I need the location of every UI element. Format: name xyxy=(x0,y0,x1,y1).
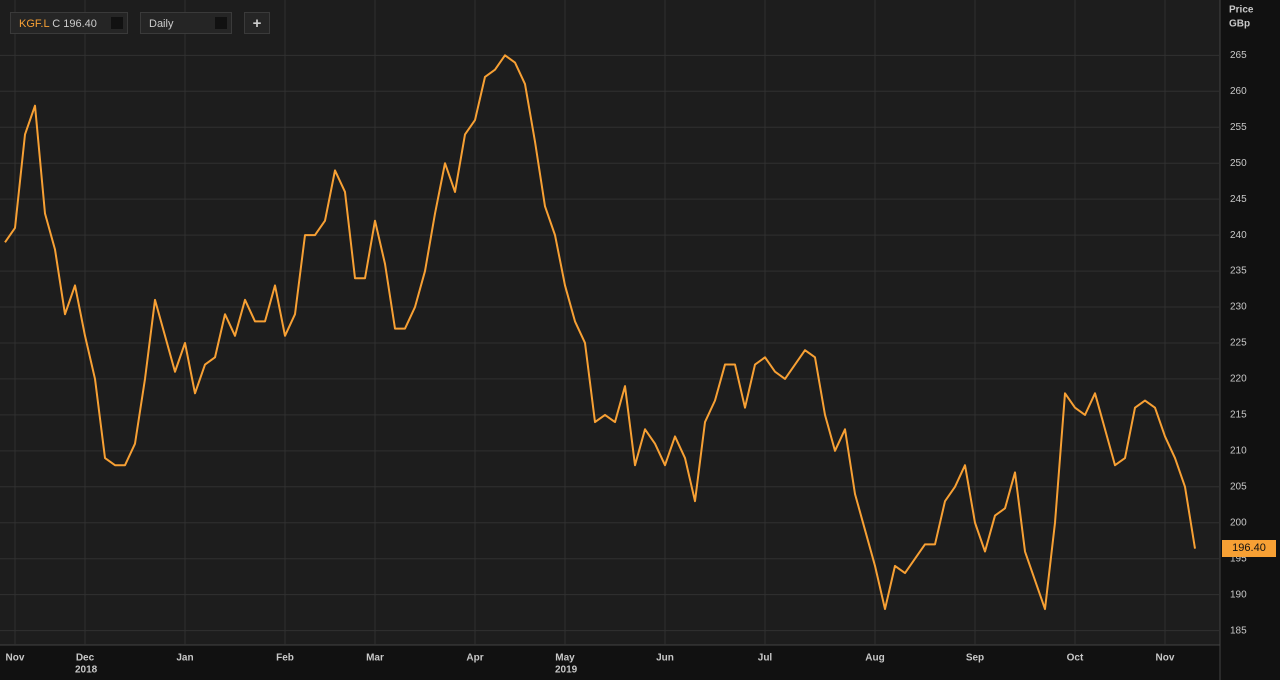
x-tick-label: Nov xyxy=(6,653,25,664)
y-tick-label: 245 xyxy=(1230,194,1247,205)
y-tick-label: 225 xyxy=(1230,338,1247,349)
price-line xyxy=(4,54,1196,611)
x-year-label: 2018 xyxy=(75,665,98,676)
x-tick-label: Oct xyxy=(1067,653,1084,664)
x-tick-label: Aug xyxy=(865,653,884,664)
close-label: C 196.40 xyxy=(52,18,97,30)
symbol-box[interactable]: KGF.L C 196.40 xyxy=(10,12,128,34)
y-tick-label: 230 xyxy=(1230,302,1247,313)
x-tick-label: Feb xyxy=(276,653,294,664)
x-tick-label: Jul xyxy=(758,653,773,664)
dropdown-arrow xyxy=(111,17,123,29)
dropdown-arrow xyxy=(215,17,227,29)
y-tick-label: 190 xyxy=(1230,589,1247,600)
y-tick-label: 240 xyxy=(1230,230,1247,241)
y-axis-label: GBp xyxy=(1229,19,1250,30)
y-tick-label: 235 xyxy=(1230,266,1247,277)
x-tick-label: Jun xyxy=(656,653,674,664)
y-tick-label: 210 xyxy=(1230,445,1247,456)
y-tick-label: 250 xyxy=(1230,158,1247,169)
x-tick-label: Jan xyxy=(176,653,193,664)
y-tick-label: 205 xyxy=(1230,481,1247,492)
interval-box[interactable]: Daily xyxy=(140,12,232,34)
y-tick-label: 195 xyxy=(1230,553,1247,564)
y-tick-label: 185 xyxy=(1230,625,1247,636)
x-tick-label: Sep xyxy=(966,653,984,664)
y-tick-label: 200 xyxy=(1230,517,1247,528)
last-price-badge: 196.40 xyxy=(1222,540,1276,558)
x-tick-label: Nov xyxy=(1156,653,1175,664)
y-tick-label: 265 xyxy=(1230,50,1247,61)
add-button[interactable]: + xyxy=(244,12,270,34)
y-tick-label: 260 xyxy=(1230,86,1247,97)
x-tick-label: Dec xyxy=(76,653,95,664)
y-tick-label: 220 xyxy=(1230,374,1247,385)
y-tick-label: 255 xyxy=(1230,122,1247,133)
x-year-label: 2019 xyxy=(555,665,578,676)
interval: Daily xyxy=(149,18,174,30)
y-axis-label: Price xyxy=(1229,5,1254,16)
x-tick-label: May xyxy=(555,653,575,664)
x-tick-label: Mar xyxy=(366,653,384,664)
plot-background xyxy=(0,0,1220,645)
ticker: KGF.L xyxy=(19,18,50,30)
x-tick-label: Apr xyxy=(466,653,483,664)
y-tick-label: 215 xyxy=(1230,410,1247,421)
